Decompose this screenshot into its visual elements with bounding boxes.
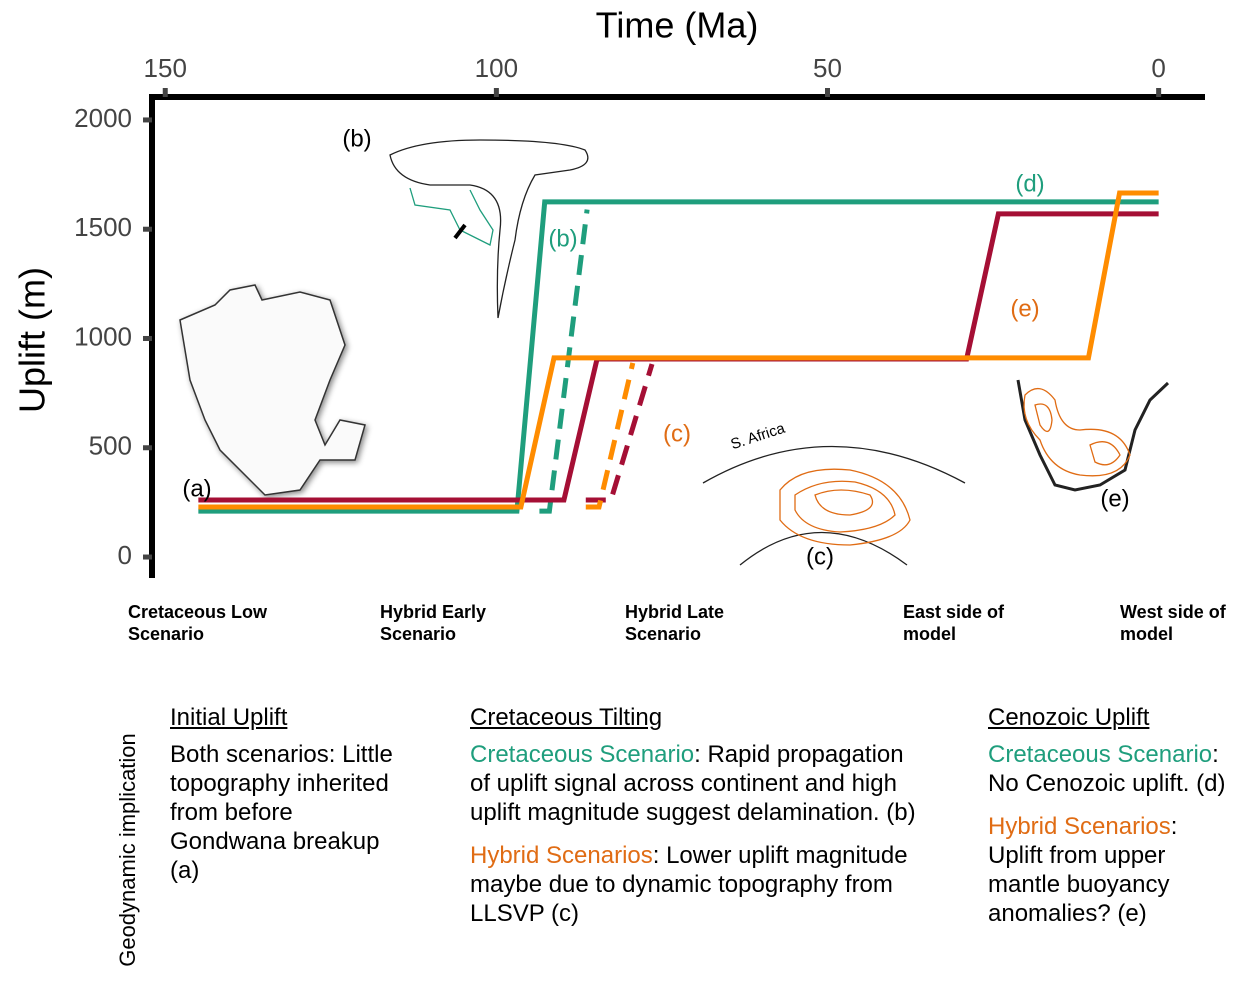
annotation: S. Africa bbox=[729, 420, 788, 454]
y-tick-label: 1500 bbox=[74, 212, 132, 242]
x-tick-label: 0 bbox=[1151, 53, 1165, 83]
column-heading: Cretaceous Tilting bbox=[470, 704, 663, 731]
text-segment: : Uplift from upper mantle buoyancy anom… bbox=[988, 813, 1178, 927]
column: Cretaceous Tilting Cretaceous Scenario: R… bbox=[470, 703, 930, 942]
column-heading: Cenozoic Uplift bbox=[988, 704, 1150, 731]
text-segment: Cretaceous Scenario bbox=[988, 741, 1213, 768]
x-tick-label: 50 bbox=[813, 53, 842, 83]
x-tick-label: 100 bbox=[475, 53, 518, 83]
chart: Time (Ma)Uplift (m)150 100 50 0050010001500… bbox=[12, 5, 1205, 578]
africa-sketch bbox=[1016, 379, 1170, 492]
column-heading: Initial Uplift bbox=[170, 704, 288, 731]
text-segment: : No Cenozoic uplift. (d) bbox=[988, 741, 1226, 797]
line-west bbox=[585, 362, 636, 510]
legend-label: Hybrid Early Scenario bbox=[380, 602, 487, 644]
y-axis-title: Uplift (m) bbox=[12, 267, 53, 413]
annotation: (d) bbox=[1015, 170, 1044, 197]
legend-label: East side of model bbox=[903, 602, 1005, 644]
text-segment: Both scenarios: Little topography inheri… bbox=[170, 741, 393, 884]
paragraph: Both scenarios: Little topography inheri… bbox=[170, 740, 405, 885]
annotation: (a) bbox=[182, 475, 211, 502]
paragraph: Cretaceous Scenario: Rapid propagation o… bbox=[470, 740, 930, 827]
text-segment: Cretaceous Scenario bbox=[470, 741, 695, 768]
annotation: (b) bbox=[548, 225, 577, 252]
text-segment: Hybrid Scenarios bbox=[470, 842, 653, 869]
legend-label: Cretaceous Low Scenario bbox=[128, 602, 268, 644]
line-east bbox=[198, 190, 1159, 510]
paragraph: Hybrid Scenarios: Lower uplift magnitude… bbox=[470, 841, 930, 928]
legend-label: Hybrid Late Scenario bbox=[625, 602, 725, 644]
annotation: (b) bbox=[342, 125, 371, 152]
text-segment: : Rapid propagation of uplift signal acr… bbox=[470, 741, 916, 826]
text-segment: Hybrid Scenarios bbox=[988, 813, 1171, 840]
text-segment: : Lower uplift magnitude maybe due to dy… bbox=[470, 842, 908, 927]
annotation: (e) bbox=[1010, 295, 1039, 322]
y-tick-label: 0 bbox=[118, 540, 132, 570]
line-east bbox=[198, 199, 1159, 514]
y-tick-label: 500 bbox=[89, 431, 132, 461]
column: Cenozoic Uplift Cretaceous Scenario: No C… bbox=[988, 703, 1228, 942]
lithosphere-sketch bbox=[389, 139, 589, 319]
line-west bbox=[585, 363, 655, 503]
gondwana-sketch bbox=[179, 284, 366, 496]
line-west bbox=[539, 209, 590, 514]
annotation: (e) bbox=[1100, 485, 1129, 512]
annotation: (c) bbox=[806, 543, 834, 570]
x-axis-title: Time (Ma) bbox=[596, 5, 759, 46]
side-label: Geodynamic implication bbox=[115, 733, 140, 967]
column: Initial Uplift Both scenarios: Little top… bbox=[170, 703, 405, 899]
paragraph: Cretaceous Scenario: No Cenozoic uplift.… bbox=[988, 740, 1228, 798]
annotation: (c) bbox=[663, 420, 691, 447]
x-tick-label: 150 bbox=[144, 53, 187, 83]
mantle-sketch bbox=[702, 445, 966, 566]
y-tick-label: 2000 bbox=[74, 103, 132, 133]
legend-label: West side of model bbox=[1120, 602, 1226, 644]
y-tick-label: 1000 bbox=[74, 321, 132, 351]
paragraph: Hybrid Scenarios: Uplift from upper mant… bbox=[988, 812, 1228, 928]
